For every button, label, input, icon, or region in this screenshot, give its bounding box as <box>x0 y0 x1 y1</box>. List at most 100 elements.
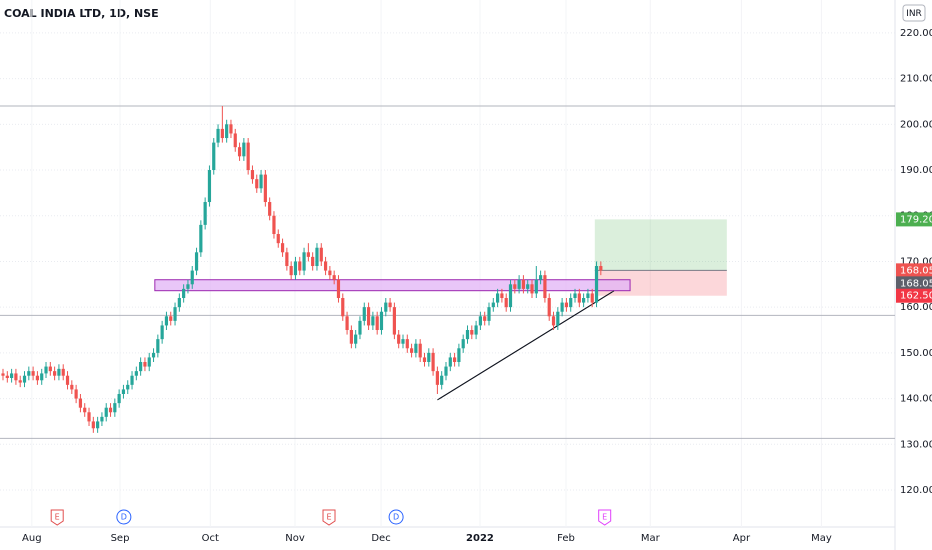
candle-body <box>422 357 427 362</box>
candle-body <box>53 371 57 376</box>
candle-body <box>564 302 569 308</box>
candle-body <box>435 371 439 385</box>
candle-body <box>263 174 267 203</box>
price-label-bg <box>896 212 932 227</box>
x-tick-label: Sep <box>111 533 130 544</box>
candle-body <box>401 339 405 344</box>
candle-body <box>405 339 409 349</box>
candle-body <box>375 316 379 331</box>
event-label: D <box>393 513 399 522</box>
candle-body <box>586 293 590 299</box>
price-label: 162.50 <box>900 291 932 302</box>
candle-body <box>418 343 422 358</box>
candle-body <box>91 421 95 429</box>
candle-body <box>491 302 495 308</box>
candle-body <box>431 352 435 372</box>
y-tick-label: 160.00 <box>900 302 932 313</box>
candle-body <box>48 366 52 372</box>
candle-body <box>530 284 534 294</box>
candle-body <box>328 270 332 276</box>
candle-body <box>534 279 538 294</box>
x-tick-label: Feb <box>557 533 575 544</box>
price-label: 168.05 <box>900 265 932 276</box>
candle-body <box>31 371 35 376</box>
candle-body <box>100 416 104 422</box>
candle-body <box>255 179 259 189</box>
candle-body <box>556 311 560 326</box>
candle-body <box>268 202 272 216</box>
candle-body <box>169 316 173 321</box>
candle-body <box>483 316 487 321</box>
candle-body <box>590 293 594 303</box>
candle-body <box>216 128 220 143</box>
candle-body <box>121 389 126 394</box>
y-tick-label: 120.00 <box>900 485 932 496</box>
currency: INR <box>906 9 922 19</box>
price-label: 179.20 <box>900 214 932 225</box>
x-tick-label: Dec <box>371 533 390 544</box>
candle-body <box>65 375 70 385</box>
candle-body <box>27 371 31 376</box>
y-tick-label: 140.00 <box>900 394 932 405</box>
candle-body <box>199 224 203 253</box>
candle-body <box>190 270 194 285</box>
candle-body <box>14 373 18 381</box>
candle-body <box>457 348 461 362</box>
candle-body <box>478 316 483 326</box>
candle-body <box>35 375 40 381</box>
candle-body <box>397 334 401 344</box>
candle-body <box>173 307 177 321</box>
candle-body <box>78 398 83 408</box>
chart-title: COAL INDIA LTD, 1D, NSE <box>4 7 159 20</box>
candle-body <box>250 170 255 180</box>
candle-body <box>57 368 61 376</box>
candle-body <box>272 215 276 235</box>
currency-badge[interactable] <box>902 4 926 22</box>
candle-body <box>87 412 91 422</box>
candle-body <box>551 316 556 326</box>
candle-body <box>1 373 5 376</box>
candle-body <box>311 256 315 267</box>
candle-body <box>233 133 237 148</box>
candle-body <box>113 403 117 413</box>
candle-body <box>74 389 78 399</box>
candle-body <box>594 266 599 303</box>
candle-body <box>220 128 224 139</box>
y-tick-label: 200.00 <box>900 119 932 130</box>
candle-body <box>409 348 414 353</box>
candle-body <box>302 252 306 271</box>
candle-body <box>276 234 280 244</box>
candle-body <box>108 407 113 413</box>
candle-body <box>539 275 543 280</box>
trendline <box>439 290 615 400</box>
x-tick-label: Aug <box>22 533 42 544</box>
price-label: 168.05 <box>900 278 932 289</box>
candle-body <box>194 252 199 271</box>
candle-body <box>599 266 603 271</box>
candle-body <box>147 357 151 367</box>
candle-body <box>354 334 358 344</box>
candle-body <box>452 357 457 362</box>
event-label: E <box>602 513 607 522</box>
x-tick-label: 2022 <box>466 533 494 544</box>
candle-body <box>203 202 207 225</box>
candle-body <box>207 170 212 203</box>
y-tick-label: 210.00 <box>900 74 932 85</box>
support-zone <box>154 279 631 292</box>
candle-body <box>388 302 392 308</box>
candle-body <box>496 293 500 303</box>
candle-body <box>10 373 14 378</box>
candle-body <box>160 325 164 340</box>
candle-body <box>461 339 465 349</box>
y-tick-label: 170.00 <box>900 256 932 267</box>
x-tick-label: Apr <box>733 533 751 544</box>
y-tick-label: 130.00 <box>900 439 932 450</box>
candle-body <box>349 330 353 344</box>
candle-body <box>151 352 156 358</box>
candle-body <box>225 124 229 139</box>
candle-body <box>246 142 250 171</box>
price-label-bg <box>896 276 932 291</box>
candle-body <box>573 293 577 299</box>
candle-body <box>341 298 345 317</box>
